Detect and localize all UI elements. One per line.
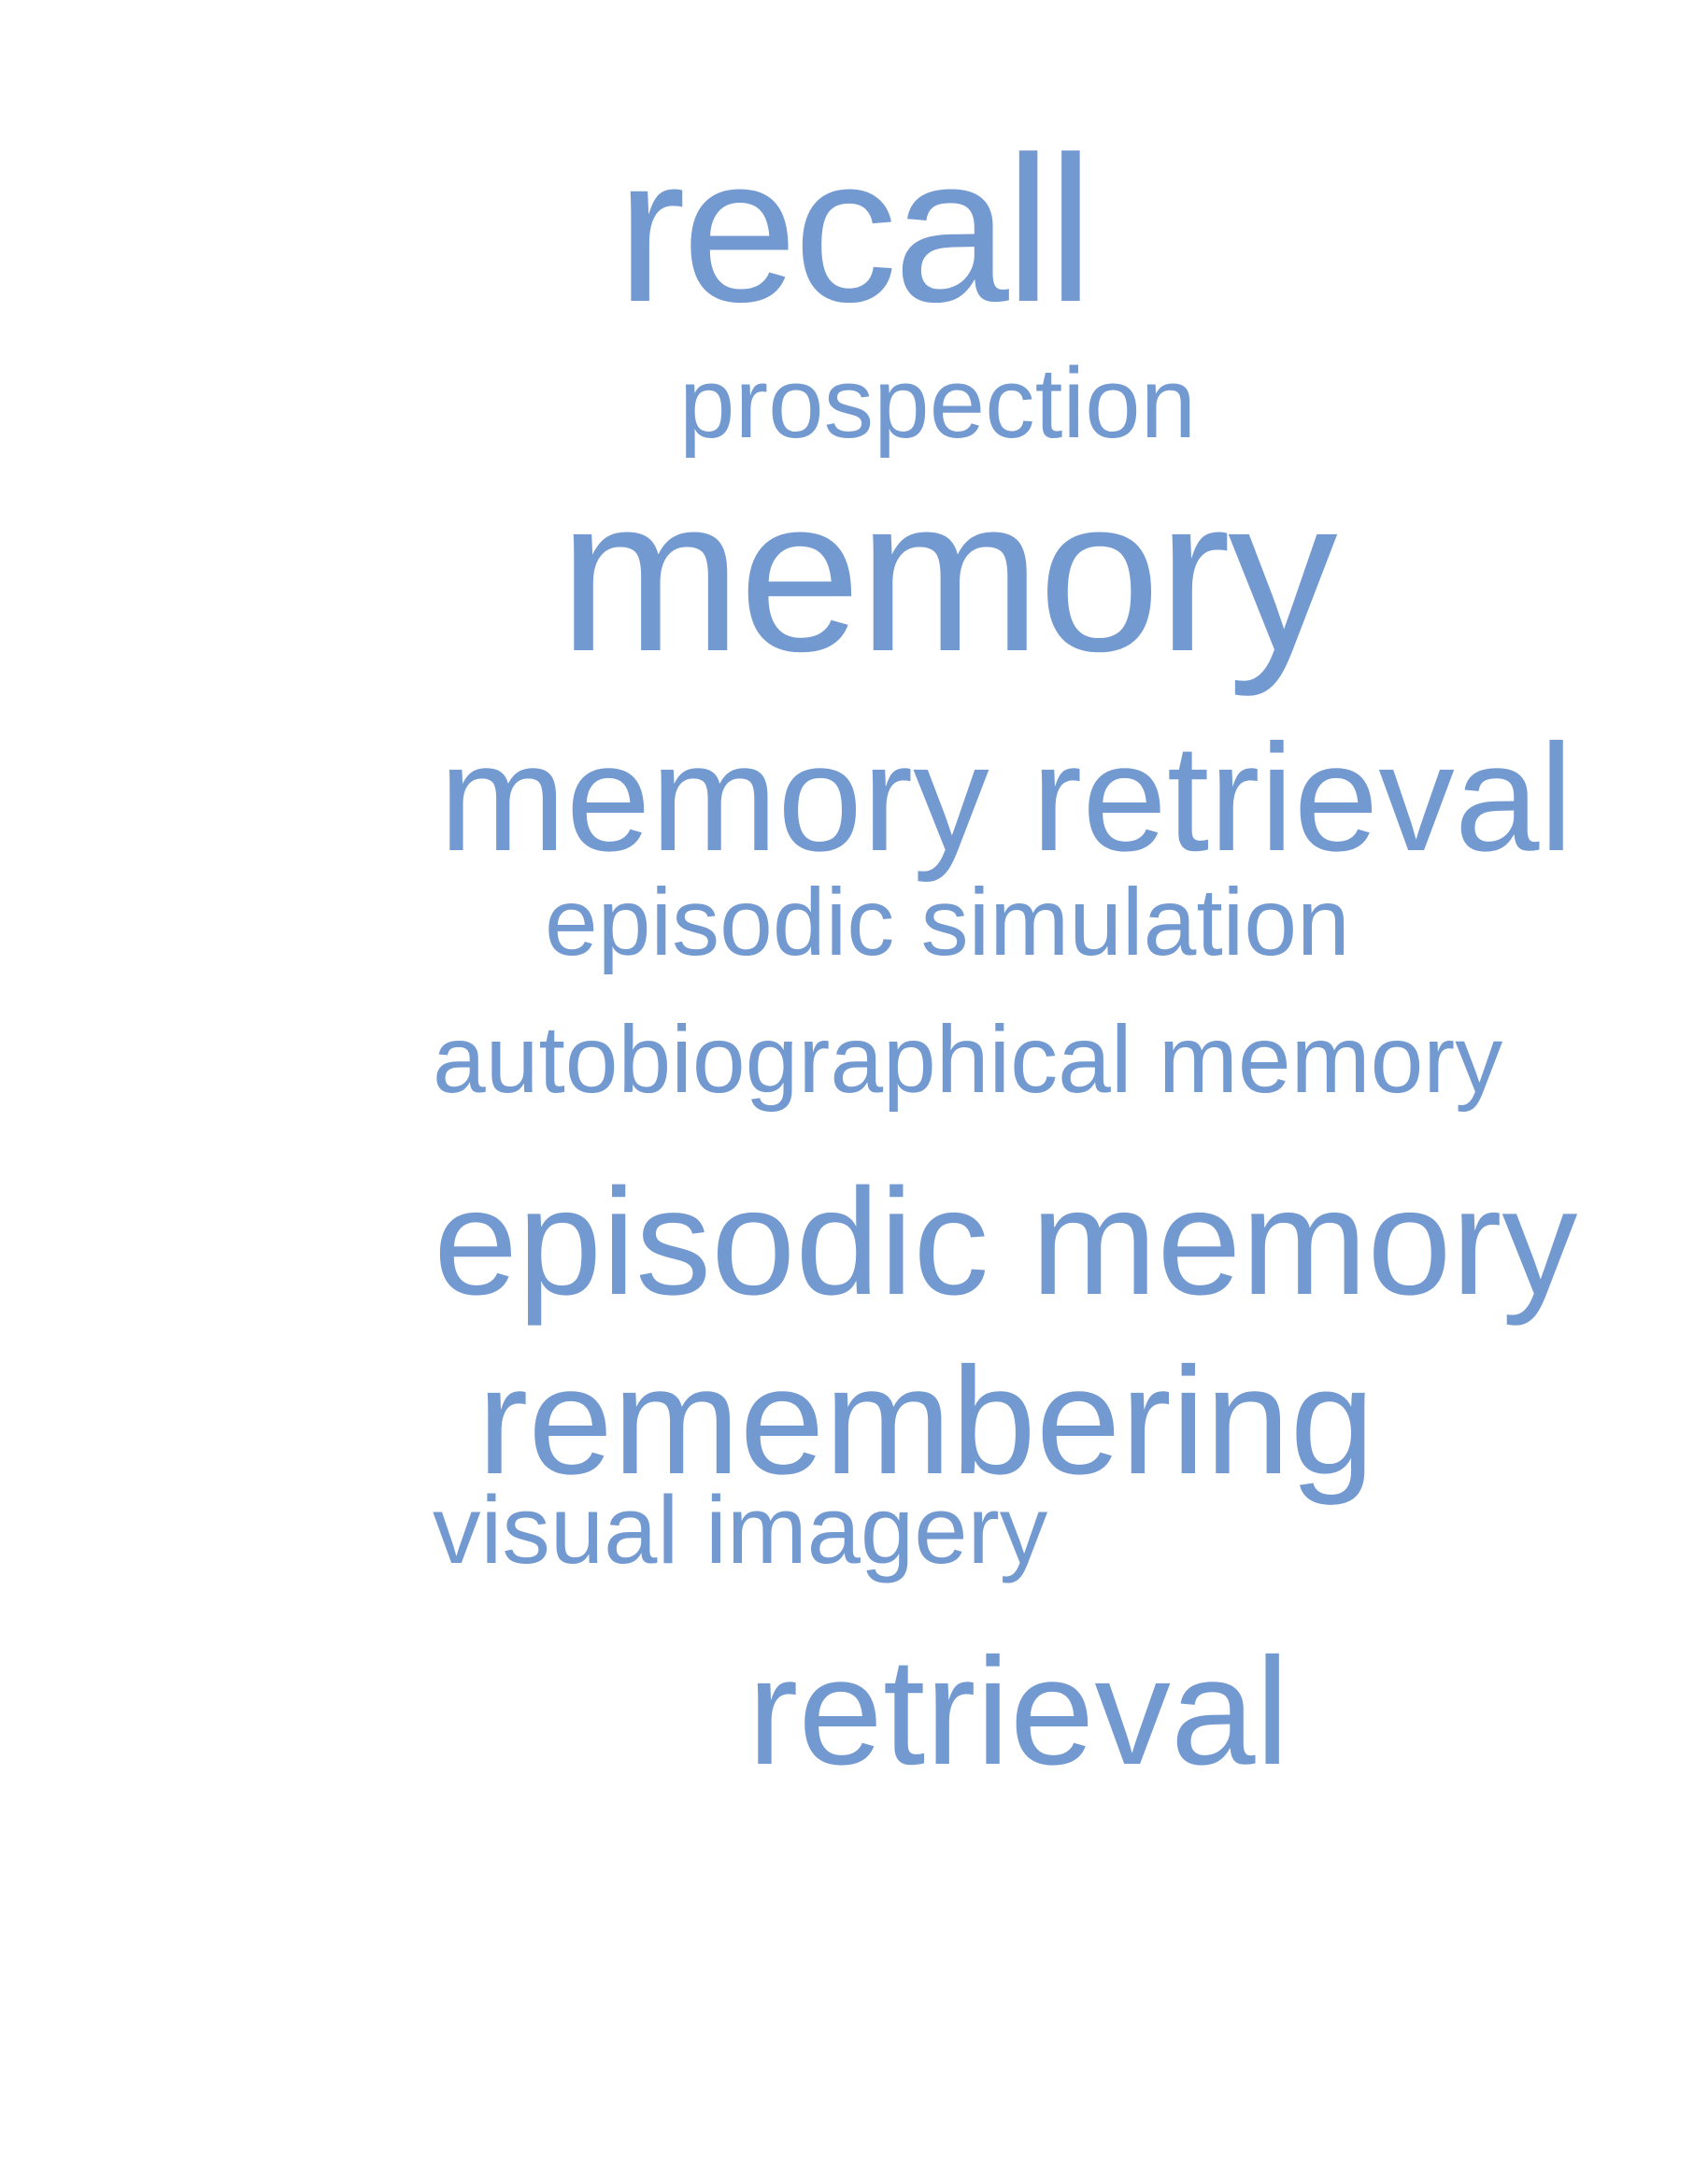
word-recall: recall [617,114,1094,346]
word-visual-imagery: visual imagery [433,1476,1048,1583]
word-episodic-simulation: episodic simulation [545,869,1350,975]
word-autobiographical-memory: autobiographical memory [433,1006,1503,1113]
word-memory-retrieval: memory retrieval [439,712,1573,883]
word-remembering: remembering [477,1335,1375,1506]
word-retrieval: retrieval [747,1626,1289,1796]
word-episodic-memory: episodic memory [434,1157,1578,1327]
word-prospection: prospection [679,347,1197,459]
word-memory: memory [559,451,1338,697]
